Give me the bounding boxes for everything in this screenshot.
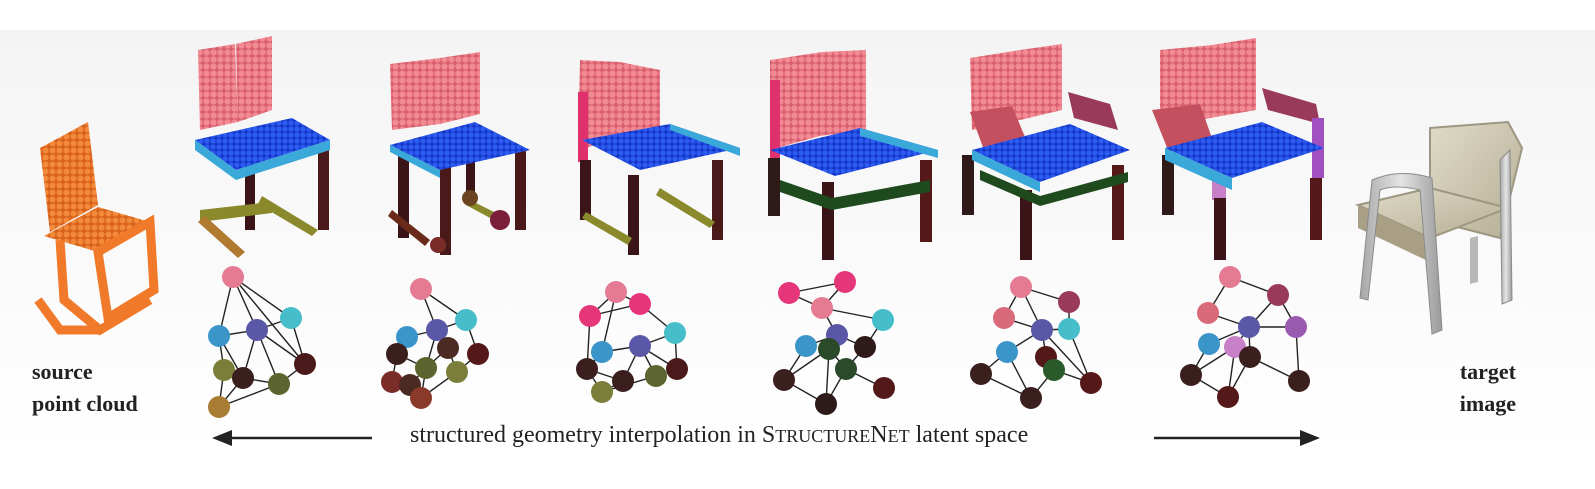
graph-node	[208, 396, 230, 418]
graph-node	[222, 266, 244, 288]
part-graph-5	[970, 276, 1102, 409]
graph-node	[591, 381, 613, 403]
graph-node	[818, 338, 840, 360]
graph-node	[446, 361, 468, 383]
graph-node	[1020, 387, 1042, 409]
graph-node	[1080, 372, 1102, 394]
graph-node	[1219, 266, 1241, 288]
graph-node	[396, 326, 418, 348]
graph-node	[1285, 316, 1307, 338]
graph-node	[467, 343, 489, 365]
graph-node	[970, 363, 992, 385]
graph-node	[605, 281, 627, 303]
graph-node	[455, 309, 477, 331]
graph-node	[294, 353, 316, 375]
graph-node	[437, 337, 459, 359]
source-label-line2: point cloud	[32, 391, 138, 416]
part-graph-1	[208, 266, 316, 418]
graph-node	[1239, 346, 1261, 368]
part-graph-6	[1180, 266, 1310, 408]
target-label-line1: target	[1459, 359, 1516, 384]
graph-node	[426, 319, 448, 341]
graph-node	[1288, 370, 1310, 392]
graph-node	[246, 319, 268, 341]
graph-node	[1010, 276, 1032, 298]
graph-node	[815, 393, 837, 415]
graph-node	[778, 282, 800, 304]
source-point-cloud	[34, 122, 159, 336]
graph-node	[1217, 386, 1239, 408]
graph-node	[629, 335, 651, 357]
source-label: source point cloud	[32, 356, 138, 420]
graph-edge	[232, 276, 292, 319]
graph-node	[993, 307, 1015, 329]
graph-node	[1043, 359, 1065, 381]
chair-6	[1152, 38, 1324, 260]
figure-caption: structured geometry interpolation in STR…	[410, 422, 1028, 449]
caption-sc-4: ET	[887, 426, 910, 446]
graph-node	[232, 367, 254, 389]
graph-node	[1238, 316, 1260, 338]
graph-node	[213, 359, 235, 381]
graph-edge	[1041, 329, 1092, 384]
graph-node	[872, 309, 894, 331]
graph-node	[664, 322, 686, 344]
graph-node	[1197, 302, 1219, 324]
graph-edge	[232, 276, 306, 365]
graph-node	[612, 370, 634, 392]
target-label-line2: image	[1459, 391, 1516, 416]
chair-5	[962, 44, 1130, 260]
graph-node	[579, 305, 601, 327]
graph-node	[811, 297, 833, 319]
graph-node	[1058, 318, 1080, 340]
caption-before: structured geometry interpolation in	[410, 422, 762, 448]
graph-node	[1198, 333, 1220, 355]
graph-node	[873, 377, 895, 399]
caption-sc-3: N	[870, 422, 888, 448]
graph-node	[280, 307, 302, 329]
caption-sc-1: S	[761, 422, 776, 448]
graph-node	[773, 369, 795, 391]
graph-node	[854, 336, 876, 358]
source-label-line1: source	[32, 359, 93, 384]
part-graph-2	[381, 278, 489, 409]
graph-node	[576, 358, 598, 380]
graph-node	[208, 325, 230, 347]
graph-node	[835, 358, 857, 380]
target-image-chair	[1354, 120, 1524, 335]
graph-node	[381, 371, 403, 393]
graph-node	[415, 357, 437, 379]
target-label: target image	[1444, 356, 1516, 420]
caption-sc-2: TRUCTURE	[775, 426, 871, 446]
chair-3	[578, 60, 740, 255]
part-graph-3	[576, 281, 688, 403]
graph-node	[268, 373, 290, 395]
chair-1	[195, 36, 330, 258]
graph-node	[591, 341, 613, 363]
graph-node	[410, 278, 432, 300]
chair-2	[388, 52, 530, 255]
graph-node	[386, 343, 408, 365]
caption-after: latent space	[909, 422, 1029, 448]
graph-node	[666, 358, 688, 380]
left-arrow	[212, 430, 372, 446]
graph-node	[629, 293, 651, 315]
right-arrow	[1154, 430, 1320, 446]
graph-node	[1267, 284, 1289, 306]
graph-node	[834, 271, 856, 293]
part-graph-4	[773, 271, 895, 415]
graph-node	[1058, 291, 1080, 313]
graph-node	[645, 365, 667, 387]
structure-graphs	[208, 266, 1310, 418]
graph-node	[1180, 364, 1202, 386]
graph-node	[1031, 319, 1053, 341]
chair-4	[768, 50, 938, 260]
graph-node	[410, 387, 432, 409]
graph-node	[795, 335, 817, 357]
graph-node	[996, 341, 1018, 363]
